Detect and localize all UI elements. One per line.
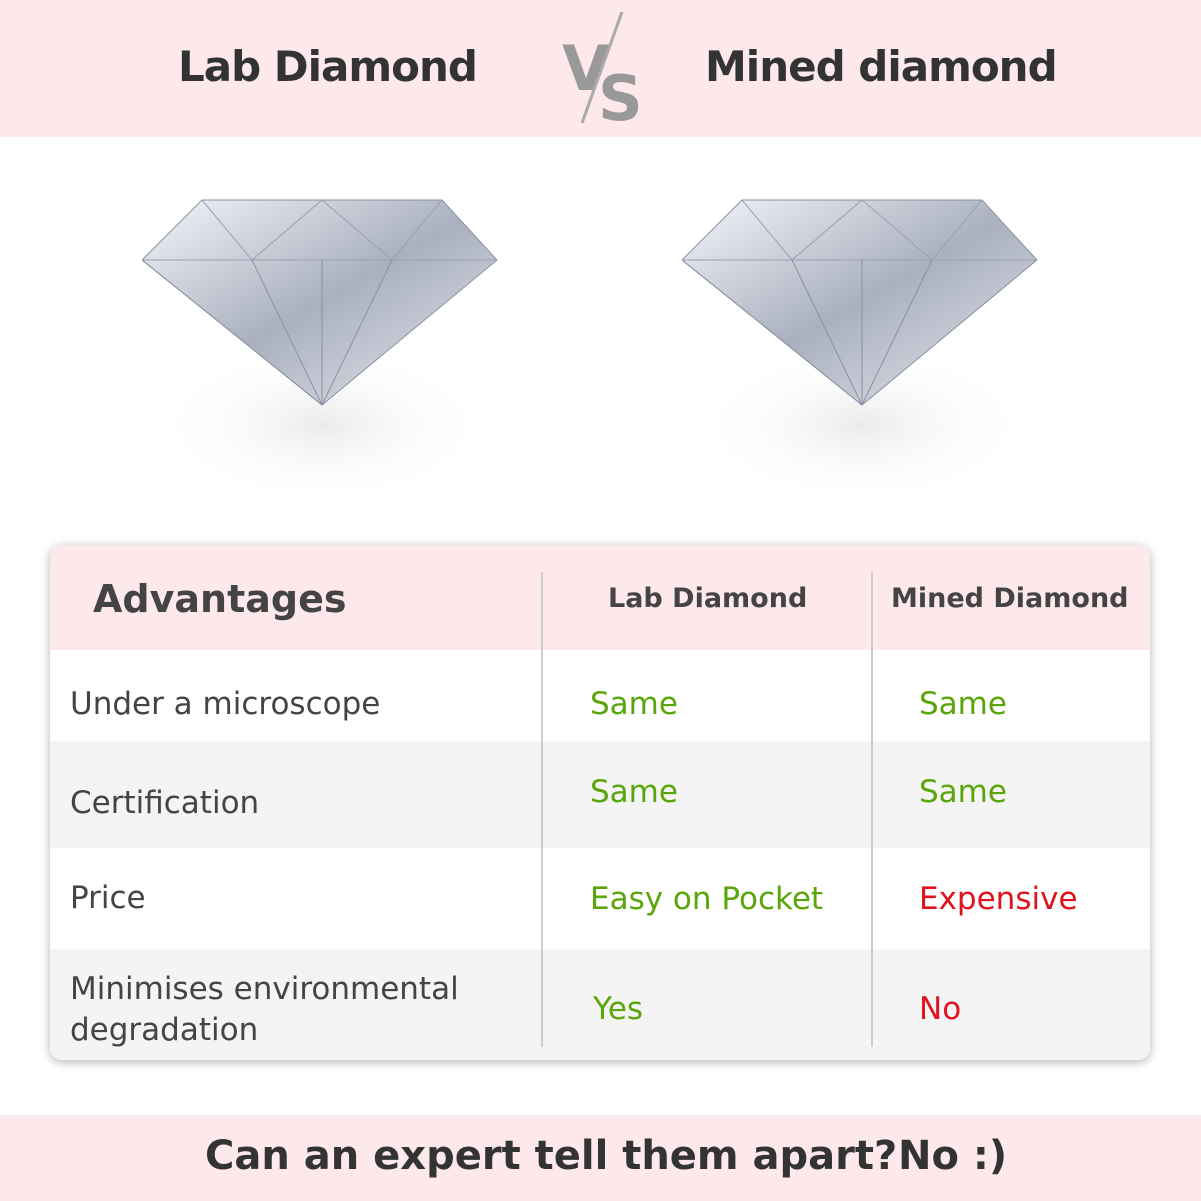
lab-value: Same xyxy=(590,686,678,722)
svg-text:S: S xyxy=(598,62,640,125)
mined-diamond-image xyxy=(682,199,1038,505)
footer-answer: No :) xyxy=(898,1133,1008,1179)
lab-diamond-title: Lab Diamond xyxy=(178,42,478,91)
row-label: Under a microscope xyxy=(70,686,381,722)
header-mined-diamond: Mined Diamond xyxy=(891,583,1129,614)
table-row: Price Easy on Pocket Expensive xyxy=(50,848,1150,949)
lab-value: Yes xyxy=(593,991,644,1027)
lab-value: Same xyxy=(590,774,678,810)
mined-value: Same xyxy=(919,774,1007,810)
row-label: Price xyxy=(70,880,146,916)
lab-value: Easy on Pocket xyxy=(590,881,824,917)
table-row: Minimises environmental degradation Yes … xyxy=(50,949,1150,1060)
column-divider xyxy=(871,572,873,1047)
mined-diamond-title: Mined diamond xyxy=(705,42,1058,91)
mined-value: No xyxy=(919,991,962,1027)
comparison-table: Advantages Lab Diamond Mined Diamond Und… xyxy=(50,545,1150,1060)
table-header-row: Advantages Lab Diamond Mined Diamond xyxy=(50,545,1150,650)
lab-diamond-image xyxy=(142,199,498,505)
header-lab-diamond: Lab Diamond xyxy=(608,583,808,614)
footer-question: Can an expert tell them apart? xyxy=(205,1133,898,1179)
table-row: Under a microscope Same Same xyxy=(50,650,1150,741)
table-row: Certification Same Same xyxy=(50,741,1150,848)
column-divider xyxy=(541,572,543,1047)
header-advantages: Advantages xyxy=(93,577,347,621)
vs-logo: V S xyxy=(562,11,640,125)
mined-value: Expensive xyxy=(919,881,1078,917)
row-label: Minimises environmental degradation xyxy=(70,971,459,1048)
row-label: Certification xyxy=(70,785,260,821)
mined-value: Same xyxy=(919,686,1007,722)
footer-band xyxy=(0,1115,1201,1201)
